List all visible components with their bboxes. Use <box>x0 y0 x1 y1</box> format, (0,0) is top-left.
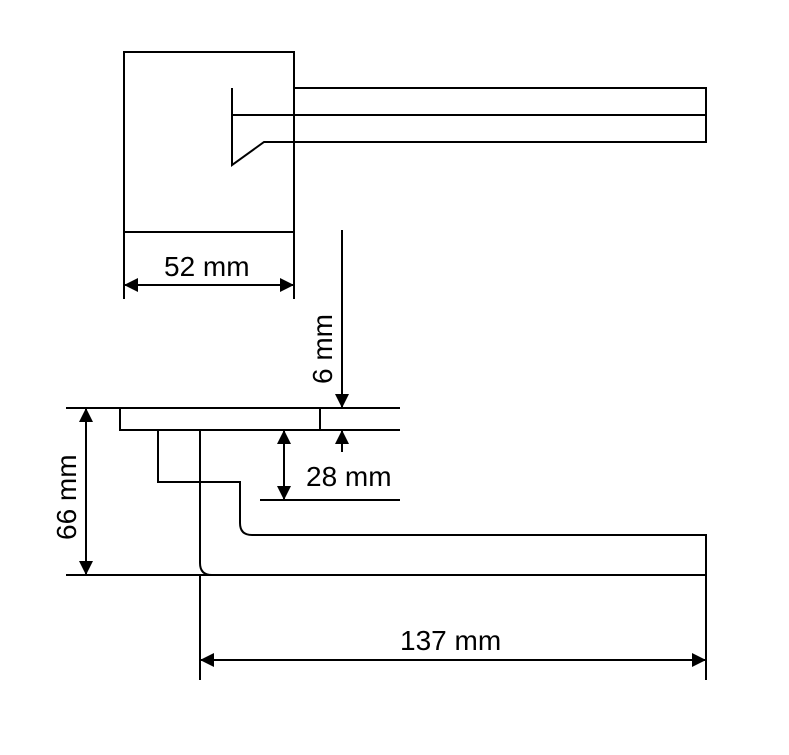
dim-52mm: 52 mm <box>124 232 294 299</box>
lever-side-outline <box>200 482 706 575</box>
side-view <box>120 408 706 575</box>
dim-28mm-label: 28 mm <box>306 461 392 492</box>
rose-plate-side <box>120 408 320 430</box>
dim-28mm: 28 mm <box>260 430 400 500</box>
dim-66mm-label: 66 mm <box>51 454 82 540</box>
dim-6mm-label: 6 mm <box>307 314 338 384</box>
dim-52mm-label: 52 mm <box>164 251 250 282</box>
neck-side <box>158 430 200 482</box>
dimensions-group: 52 mm 6 mm 28 mm 66 mm 137 mm <box>51 230 706 680</box>
dim-137mm: 137 mm <box>200 575 706 680</box>
lever-front-outline <box>232 88 706 165</box>
dim-137mm-label: 137 mm <box>400 625 501 656</box>
technical-drawing: 52 mm 6 mm 28 mm 66 mm 137 mm <box>0 0 789 755</box>
front-view <box>124 52 706 232</box>
